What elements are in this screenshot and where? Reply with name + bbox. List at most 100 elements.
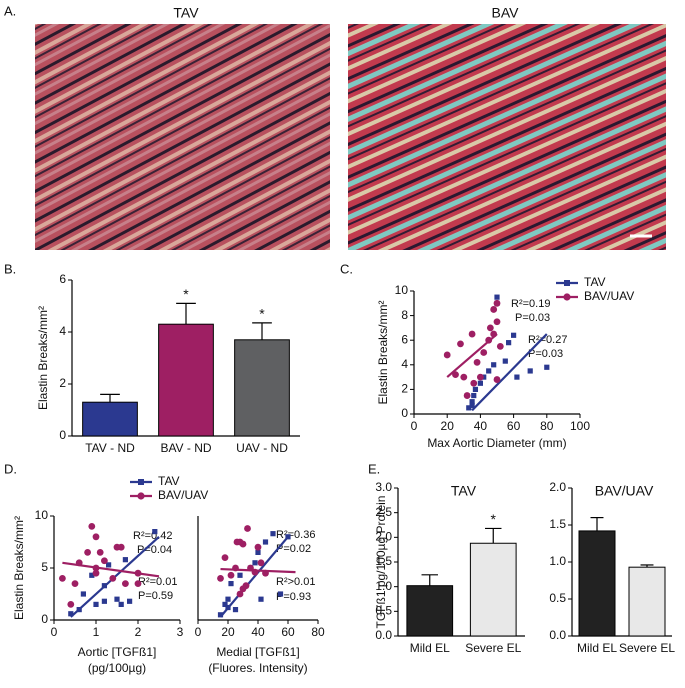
x-tick-label: Severe EL (465, 641, 521, 655)
y-tick-label: 8 (401, 308, 408, 322)
legend-label: TAV (584, 275, 606, 289)
panel-label: C. (340, 261, 353, 276)
chart-title: BAV/UAV (595, 483, 654, 499)
x-tick-label: UAV - ND (236, 441, 288, 455)
annotation: R²=0.19 (511, 298, 550, 310)
point (222, 601, 228, 607)
point (470, 379, 478, 387)
bar (234, 339, 290, 437)
x-tick-label: Mild EL (577, 641, 617, 655)
point (514, 374, 520, 380)
y-tick-label: 5 (41, 560, 48, 574)
chart-title: TAV (451, 483, 477, 499)
point (227, 571, 235, 579)
point (217, 575, 224, 582)
y-tick-label: 10 (395, 283, 409, 297)
y-tick-label: 0.5 (549, 591, 566, 605)
x-tick-label: 40 (251, 625, 265, 639)
bar (628, 566, 666, 637)
point (490, 306, 498, 313)
y-tick-label: 0 (59, 428, 66, 442)
y-tick-label: 0.0 (549, 628, 566, 642)
significance-marker: * (259, 306, 265, 322)
point (237, 572, 243, 578)
annotation: P=0.02 (276, 543, 311, 555)
point (460, 373, 468, 381)
legend-label: BAV/UAV (584, 289, 634, 303)
y-tick-label: 1.5 (549, 517, 566, 531)
legend-label: TAV (158, 474, 180, 488)
point (89, 572, 95, 578)
point (502, 358, 508, 364)
significance-marker: * (491, 511, 497, 527)
point (452, 371, 459, 379)
point (134, 580, 142, 587)
x-tick-label: 80 (540, 419, 554, 433)
point (84, 549, 91, 556)
point (486, 368, 492, 374)
point (117, 543, 125, 551)
x-axis-label: Medial [TGFß1] (216, 645, 299, 659)
legend-marker (137, 492, 145, 500)
annotation: P=0.03 (515, 312, 550, 324)
y-tick-label: 0.0 (375, 628, 392, 642)
point (469, 399, 475, 405)
point (122, 580, 129, 587)
fit-line (220, 567, 296, 574)
x-tick-label: 100 (570, 419, 590, 433)
x-tick-label: 2 (135, 625, 142, 639)
panel-label: A. (4, 3, 16, 18)
point (486, 324, 494, 332)
bar (406, 585, 454, 637)
image-title: TAV (173, 5, 199, 21)
x-tick-label: 80 (311, 625, 325, 639)
x-tick-label: 0 (411, 419, 418, 433)
image-title: BAV (492, 5, 520, 21)
point (468, 330, 476, 338)
point (152, 529, 158, 535)
point (92, 569, 100, 577)
point (239, 585, 247, 593)
y-tick-label: 3.0 (375, 480, 392, 494)
point (118, 601, 124, 607)
point (511, 332, 517, 338)
annotation: R²=0.36 (276, 529, 315, 541)
point (80, 591, 86, 597)
point (473, 358, 481, 366)
y-axis-label: TGFß1 pg/100µg Protein (374, 496, 388, 629)
point (88, 523, 96, 530)
annotation: R²=0.27 (528, 334, 567, 346)
x-tick-label: BAV - ND (160, 441, 211, 455)
point (277, 591, 284, 597)
point (494, 294, 500, 300)
bar (469, 542, 517, 637)
point (254, 543, 262, 551)
point (96, 549, 104, 556)
fit-line (471, 333, 548, 412)
x-tick-label: 20 (221, 625, 235, 639)
point (262, 539, 269, 545)
x-tick-label: 3 (177, 625, 184, 639)
point (101, 557, 108, 565)
point (71, 580, 79, 587)
y-tick-label: 0 (401, 406, 408, 420)
point (493, 376, 501, 383)
y-tick-label: 6 (59, 272, 66, 286)
point (67, 601, 75, 608)
point (101, 598, 107, 604)
point (68, 611, 74, 617)
point (480, 349, 488, 356)
bar (158, 323, 214, 437)
fit-line (62, 561, 160, 578)
panel-label: D. (4, 461, 17, 476)
legend-marker (563, 293, 571, 301)
x-tick-label: 60 (281, 625, 295, 639)
point (221, 554, 229, 561)
point (544, 364, 550, 370)
point (109, 575, 117, 582)
point (477, 373, 484, 381)
point (457, 340, 464, 348)
annotation: P=0.03 (528, 348, 563, 360)
y-tick-label: 0 (41, 612, 48, 626)
